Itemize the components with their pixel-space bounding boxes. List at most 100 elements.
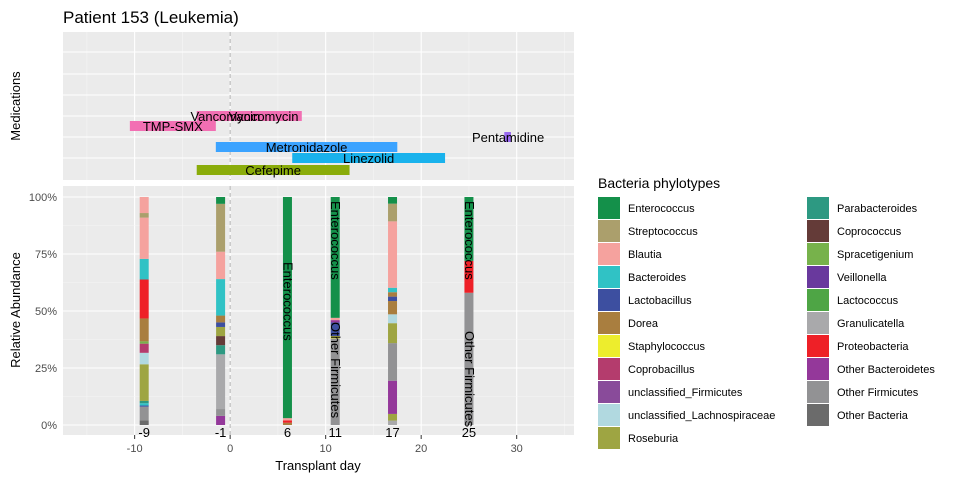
legend-swatch — [598, 243, 620, 265]
legend-item-label: Other Firmicutes — [837, 387, 919, 399]
abundance-segment — [139, 343, 149, 353]
x-tick-label: 0 — [227, 443, 233, 455]
abundance-segment — [388, 314, 398, 324]
y-tick-label: 75% — [35, 249, 57, 261]
legend-swatch — [807, 220, 829, 242]
abundance-segment — [388, 287, 398, 293]
legend-item-label: Lactococcus — [837, 295, 899, 307]
y-tick-label: 100% — [29, 192, 57, 204]
abundance-segment — [464, 197, 474, 261]
abundance-segment — [216, 409, 226, 416]
abundance-segment — [139, 364, 149, 401]
abundance-segment — [330, 338, 340, 425]
legend-swatch — [807, 266, 829, 288]
legend: Bacteria phylotypes Enterococcus Streptoc… — [598, 175, 935, 449]
abundance-segment — [388, 203, 398, 222]
legend-items: Enterococcus Streptococcus Blautia Bacteroi… — [598, 197, 935, 449]
legend-item-label: Coprococcus — [837, 226, 902, 238]
medication-label: Vancomycin — [229, 109, 299, 124]
legend-swatch — [807, 243, 829, 265]
legend-item-label: Coprobacillus — [628, 364, 695, 376]
abundance-segment — [139, 352, 149, 365]
medication-label: TMP-SMX — [143, 119, 203, 134]
legend-swatch — [598, 266, 620, 288]
abundance-segment — [282, 197, 292, 419]
medications-panel: VancomycinVancomycinTMP-SMXPentamidineMe… — [8, 32, 574, 180]
dominant-taxon-label: Enterococcus — [328, 201, 343, 280]
legend-item-label: unclassified_Firmicutes — [628, 387, 743, 399]
abundance-segment — [388, 296, 398, 302]
abundance-segment — [330, 336, 340, 339]
sample-day-label: 6 — [284, 425, 291, 440]
abundance-segment — [216, 345, 226, 355]
abundance-segment — [216, 197, 226, 204]
legend-item-label: Spracetigenium — [837, 249, 913, 261]
abundance-segment — [139, 318, 149, 342]
abundance-segment — [388, 413, 398, 421]
legend-swatch — [598, 197, 620, 219]
abundance-segment — [388, 323, 398, 344]
abundance-axis-label: Relative Abundance — [8, 252, 23, 368]
abundance-segment — [139, 213, 149, 218]
secondary-taxon-label: Other Firmicutes — [328, 322, 343, 419]
legend-item-label: Blautia — [628, 249, 663, 261]
abundance-segment — [216, 415, 226, 425]
abundance-segment — [388, 221, 398, 288]
legend-swatch — [598, 289, 620, 311]
legend-swatch — [598, 427, 620, 449]
medication-bar — [292, 153, 446, 163]
abundance-segment — [464, 292, 474, 425]
abundance-segment — [282, 422, 292, 425]
legend-swatch — [807, 312, 829, 334]
legend-swatch — [598, 220, 620, 242]
legend-swatch — [598, 358, 620, 380]
medication-label: Metronidazole — [266, 140, 348, 155]
x-tick-label: 30 — [511, 443, 523, 455]
abundance-segment — [216, 315, 226, 323]
abundance-segment — [139, 217, 149, 259]
dominant-taxon-label: Enterococcus — [280, 262, 295, 341]
legend-item-label: unclassified_Lachnospiraceae — [628, 410, 775, 422]
sample-day-labels: -9 -1 Enterococcus 6 Enterococcus Other Firmi… — [138, 201, 477, 440]
y-tick-label: 25% — [35, 363, 57, 375]
legend-swatch — [598, 404, 620, 426]
legend-item-label: Parabacteroides — [837, 203, 918, 215]
abundance-segment — [139, 258, 149, 280]
medication-label: Linezolid — [343, 151, 394, 166]
legend-item-label: Other Bacteroidetes — [837, 364, 935, 376]
medication-bar — [196, 165, 350, 175]
abundance-segment — [388, 343, 398, 381]
legend-swatch — [807, 381, 829, 403]
abundance-segment — [330, 320, 340, 323]
legend-item-label: Proteobacteria — [837, 341, 909, 353]
dominant-taxon-label: Enterococcus — [462, 201, 477, 280]
abundance-segment — [282, 420, 292, 423]
x-tick-label: 20 — [415, 443, 427, 455]
abundance-segment — [216, 279, 226, 316]
abundance-segment — [139, 341, 149, 344]
legend-item-label: Other Bacteria — [837, 410, 909, 422]
legend-swatch — [807, 404, 829, 426]
medication-label: Vancomycin — [190, 109, 260, 124]
abundance-segment — [388, 380, 398, 414]
transplant-day-axis-label: Transplant day — [275, 458, 361, 473]
legend-swatch — [807, 289, 829, 311]
abundance-segment — [388, 420, 398, 425]
abundance-segment — [139, 406, 149, 421]
y-tick-labels: 0% 25% 50% 75% 100% — [29, 192, 57, 432]
abundance-segment — [388, 197, 398, 204]
sample-day-label: -1 — [215, 425, 227, 440]
legend-item-label: Streptococcus — [628, 226, 698, 238]
legend-swatch — [598, 335, 620, 357]
sample-day-label: 17 — [385, 425, 399, 440]
abundance-panel: 0% 25% 50% 75% 100% -10 0 10 20 30 -9 -1 Enterococ… — [8, 186, 574, 473]
medication-bar — [504, 132, 511, 142]
y-tick-label: 0% — [41, 420, 57, 432]
legend-item-label: Enterococcus — [628, 203, 695, 215]
medications-axis-label: Medications — [8, 71, 23, 141]
abundance-segment — [139, 197, 149, 214]
medication-bars: VancomycinVancomycinTMP-SMXPentamidineMe… — [129, 109, 544, 178]
abundance-segment — [216, 326, 226, 337]
abundance-segment — [330, 322, 340, 337]
